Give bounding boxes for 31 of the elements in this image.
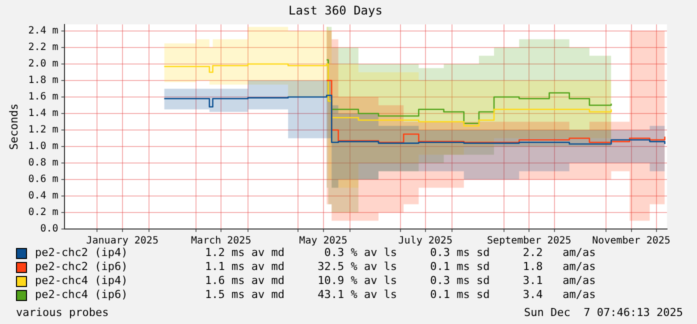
x-tick-label: March 2025 — [191, 236, 252, 247]
text: 1.1 ms av md 32.5 % av ls 0.1 ms sd 1.8 am/as — [205, 260, 596, 274]
chart-title: Last 360 Days — [288, 3, 382, 18]
y-tick-label: 1.8 m — [28, 75, 58, 86]
y-tick-label: 1.4 m — [28, 108, 58, 120]
x-tick-label: November 2025 — [592, 236, 670, 247]
text: Sun Dec 7 07:46:13 2025 — [524, 306, 683, 319]
x-tick-label: January 2025 — [86, 236, 158, 247]
y-tick-label: 2.2 m — [28, 42, 58, 54]
y-tick-label: 1.0 m — [28, 141, 58, 152]
y-tick-label: 0.8 m — [28, 158, 58, 169]
y-tick-label: 0.2 m — [28, 207, 58, 218]
legend-label: pe2-chc4 (ip4) — [35, 274, 129, 288]
text: various probes — [16, 306, 109, 319]
x-tick-label: July 2025 — [398, 236, 452, 247]
y-tick-label: 2.4 m — [28, 26, 58, 37]
x-tick-label: September 2025 — [487, 236, 572, 247]
y-tick-label: 2.0 m — [28, 58, 58, 70]
y-tick-label: 1.6 m — [28, 92, 58, 103]
x-tick-label: May 2025 — [299, 236, 348, 247]
legend-label: pe2-chc4 (ip6) — [35, 288, 129, 302]
legend-label: pe2-chc2 (ip4) — [35, 246, 129, 260]
y-axis-title: Seconds — [7, 104, 20, 150]
y-tick-label: 1.2 m — [28, 124, 58, 136]
legend-label: pe2-chc2 (ip6) — [35, 260, 129, 274]
text: 1.5 ms av md 43.1 % av ls 0.1 ms sd 3.4 am/as — [205, 288, 596, 302]
y-tick-label: 0.4 m — [28, 190, 58, 202]
y-tick-label: 0.6 m — [28, 174, 58, 186]
text: 1.6 ms av md 10.9 % av ls 0.3 ms sd 3.1 am/as — [205, 274, 596, 288]
y-tick-label: 0.0 — [40, 224, 58, 235]
text: 1.2 ms av md 0.3 % av ls 0.3 ms sd 2.2 am/as — [205, 246, 596, 260]
